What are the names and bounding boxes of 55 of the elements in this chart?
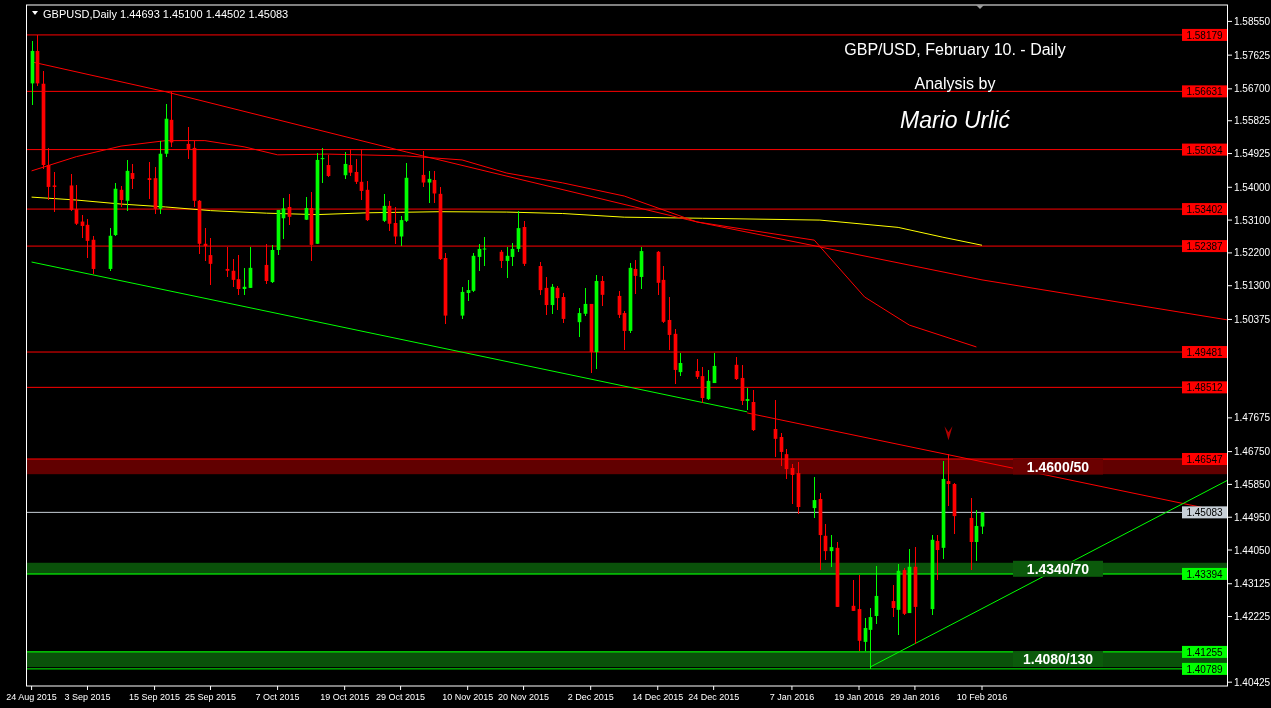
x-tick-label: 2 Dec 2015 xyxy=(567,692,614,702)
ref-line-label: 1.56631 xyxy=(1186,86,1224,98)
y-tick-label: 1.56700 xyxy=(1234,83,1271,95)
y-tick-label: 1.47675 xyxy=(1234,412,1271,424)
x-tick-label: 10 Nov 2015 xyxy=(442,692,494,702)
x-tick-label: 15 Sep 2015 xyxy=(129,692,181,702)
ref-line-label: 1.43394 xyxy=(1186,568,1224,580)
x-tick-label: 29 Oct 2015 xyxy=(376,692,426,702)
x-tick-label: 7 Jan 2016 xyxy=(769,692,815,702)
band-label: 1.4600/50 xyxy=(1026,458,1090,475)
y-tick-label: 1.57625 xyxy=(1234,49,1271,61)
ref-line-label: 1.45083 xyxy=(1186,507,1224,519)
ref-line-label: 1.53402 xyxy=(1186,204,1224,216)
band-label: 1.4340/70 xyxy=(1026,560,1090,577)
candlestick xyxy=(427,170,432,204)
x-tick-label: 20 Nov 2015 xyxy=(498,692,550,702)
y-tick-label: 1.54000 xyxy=(1234,181,1271,193)
y-tick-label: 1.51300 xyxy=(1234,280,1271,292)
y-tick-label: 1.54925 xyxy=(1234,148,1271,160)
y-tick-label: 1.45850 xyxy=(1234,478,1271,490)
ref-line-label: 1.40789 xyxy=(1186,663,1224,675)
x-tick-label: 14 Dec 2015 xyxy=(632,692,684,702)
y-tick-label: 1.46750 xyxy=(1234,446,1271,458)
y-tick-label: 1.44050 xyxy=(1234,544,1271,556)
y-tick-label: 1.58550 xyxy=(1234,15,1271,27)
ref-line-label: 1.49481 xyxy=(1186,347,1224,359)
line-series xyxy=(31,196,983,246)
x-tick-label: 24 Aug 2015 xyxy=(6,692,57,702)
y-tick-label: 1.55825 xyxy=(1234,115,1271,127)
y-tick-label: 1.53100 xyxy=(1234,214,1271,226)
x-tick-label: 19 Jan 2016 xyxy=(834,692,884,702)
annotation: GBPUSD,Daily 1.44693 1.45100 1.44502 1.45083 xyxy=(43,8,289,20)
text: GBP/USD, February 10. - Daily xyxy=(844,41,1066,58)
text: Analysis by xyxy=(914,75,996,92)
x-tick-label: 7 Oct 2015 xyxy=(255,692,300,702)
ref-line-label: 1.48512 xyxy=(1186,382,1224,394)
annotation: Mario Urlić xyxy=(900,107,1011,133)
ref-line-label: 1.52387 xyxy=(1186,241,1224,253)
y-tick-label: 1.50375 xyxy=(1234,313,1271,325)
x-tick-label: 25 Sep 2015 xyxy=(184,692,237,702)
band-label: 1.4080/130 xyxy=(1022,651,1094,668)
ref-line-label: 1.46547 xyxy=(1186,453,1224,465)
x-tick-label: 24 Dec 2015 xyxy=(688,692,740,702)
y-tick-label: 1.44950 xyxy=(1234,511,1271,523)
y-tick-label: 1.40425 xyxy=(1234,676,1271,688)
y-tick-label: 1.43125 xyxy=(1234,578,1271,590)
y-tick-label: 1.42225 xyxy=(1234,611,1271,623)
x-tick-label: 29 Jan 2016 xyxy=(890,692,940,702)
ref-line-label: 1.41255 xyxy=(1186,646,1224,658)
ref-line-label: 1.55034 xyxy=(1186,144,1224,156)
x-tick-label: 3 Sep 2015 xyxy=(64,692,111,702)
x-tick-label: 19 Oct 2015 xyxy=(320,692,370,702)
y-tick-label: 1.52200 xyxy=(1234,247,1271,259)
ref-line-label: 1.58179 xyxy=(1186,29,1224,41)
x-tick-label: 10 Feb 2016 xyxy=(956,692,1008,702)
